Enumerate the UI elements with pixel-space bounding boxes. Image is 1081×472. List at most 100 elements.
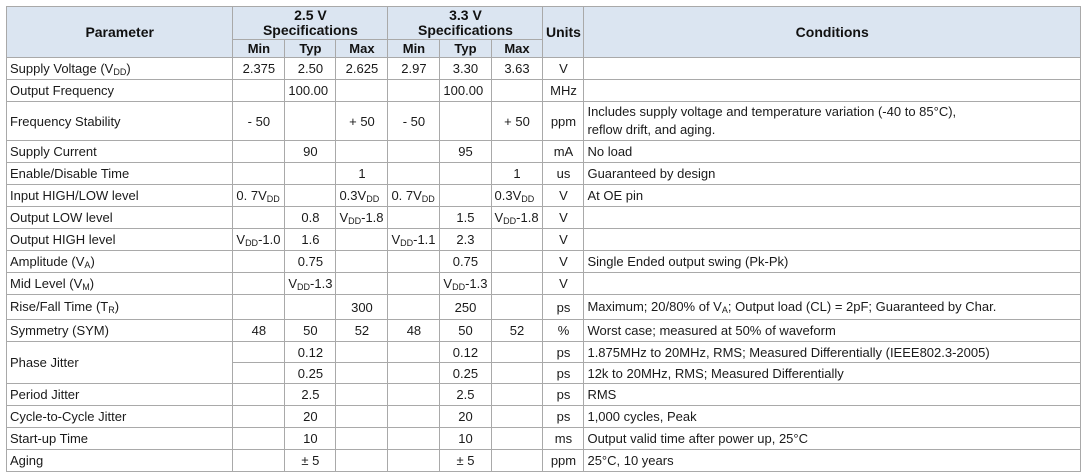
cell-typ: 2.5 [439,383,492,406]
cell-typ: VDD-1.3 [439,272,492,295]
cell-typ: 250 [439,294,492,320]
cell-typ: 0.8 [284,206,337,229]
cell-unit: ps [542,362,585,384]
cell-conditions: 25°C, 10 years [583,449,1081,472]
cell-min [387,162,441,185]
cell-max [335,405,389,428]
cell-min [232,79,286,102]
header-min: Min [232,39,286,58]
header-conditions: Conditions [583,6,1081,58]
cell-max [490,294,544,320]
cell-min: VDD-1.1 [387,228,441,251]
cell-min: 48 [387,319,441,342]
cell-min: 0. 7VDD [387,184,441,207]
cell-max [490,228,544,251]
cell-conditions: No load [583,140,1081,163]
table-row: Supply Voltage (VDD) 2.375 2.50 2.625 2.… [5,57,1081,80]
cell-max [490,79,544,102]
cell-max [335,140,389,163]
cell-typ [439,162,492,185]
param-name: Aging [5,449,234,472]
cell-typ: 0.75 [284,250,337,273]
cell-typ: 90 [284,140,337,163]
cell-unit: us [542,162,585,185]
param-name: Enable/Disable Time [5,162,234,185]
cell-min [387,272,441,295]
cell-min [232,362,286,384]
cell-max: 1 [335,162,389,185]
cell-typ: 1.5 [439,206,492,229]
cell-conditions: Maximum; 20/80% of VA; Output load (CL) … [583,294,1081,320]
table-row: Start-up Time 10 10 ms Output valid time… [5,427,1081,450]
cell-unit: MHz [542,79,585,102]
header-max: Max [335,39,389,58]
cell-min [387,405,441,428]
cell-typ: 50 [284,319,337,342]
cell-conditions [583,206,1081,229]
cell-typ: 95 [439,140,492,163]
cell-unit: mA [542,140,585,163]
cell-conditions: Guaranteed by design [583,162,1081,185]
cell-max: 52 [335,319,389,342]
table-row: Input HIGH/LOW level 0. 7VDD 0.3VDD 0. 7… [5,184,1081,207]
cell-max [490,449,544,472]
cell-min [387,206,441,229]
header-max: Max [490,39,544,58]
table-row: Output LOW level 0.8 VDD-1.8 1.5 VDD-1.8… [5,206,1081,229]
cell-conditions: 12k to 20MHz, RMS; Measured Differential… [583,362,1081,384]
cell-max: 1 [490,162,544,185]
cell-typ: 2.3 [439,228,492,251]
cell-min: VDD-1.0 [232,228,286,251]
table-row: 0.25 0.25 ps 12k to 20MHz, RMS; Measured… [7,362,1081,384]
cell-unit: V [542,272,585,295]
cell-unit: ps [542,383,585,406]
cell-typ: 0.25 [284,362,337,384]
cell-conditions: At OE pin [583,184,1081,207]
cell-unit: ps [542,294,585,320]
cell-conditions: Output valid time after power up, 25°C [583,427,1081,450]
cell-min [387,449,441,472]
header-min: Min [387,39,441,58]
cell-typ: 20 [439,405,492,428]
cell-unit: % [542,319,585,342]
cell-min [232,427,286,450]
cell-min [232,250,286,273]
cell-typ: 10 [439,427,492,450]
cell-typ: VDD-1.3 [284,272,337,295]
cell-conditions: 1.875MHz to 20MHz, RMS; Measured Differe… [583,341,1081,363]
param-name: Cycle-to-Cycle Jitter [5,405,234,428]
cell-max [335,272,389,295]
cell-typ: 2.5 [284,383,337,406]
cell-unit: ps [542,405,585,428]
cell-max: 3.63 [490,57,544,80]
param-name: Output Frequency [5,79,234,102]
cell-max [490,383,544,406]
cell-conditions [583,272,1081,295]
cell-max [490,272,544,295]
cell-typ: 0.12 [439,341,492,363]
table-row: Supply Current 90 95 mA No load [5,140,1081,163]
cell-conditions: 1,000 cycles, Peak [583,405,1081,428]
cell-min [232,294,286,320]
table-row: Enable/Disable Time 1 1 us Guaranteed by… [5,162,1081,185]
cell-max [490,341,544,363]
table-row: Mid Level (VM) VDD-1.3 VDD-1.3 V [5,272,1081,295]
cell-unit: ms [542,427,585,450]
cell-typ [439,184,492,207]
cell-typ [284,162,337,185]
cell-min [232,272,286,295]
table-row: Rise/Fall Time (TR) 300 250 ps Maximum; … [5,294,1081,320]
table-row: Symmetry (SYM) 48 50 52 48 50 52 % Worst… [5,319,1081,342]
cell-max [335,228,389,251]
cell-max [490,362,544,384]
cell-max [335,341,389,363]
cell-min [232,206,286,229]
cell-conditions [583,57,1081,80]
cell-min [232,405,286,428]
table-row: Aging ± 5 ± 5 ppm 25°C, 10 years [5,449,1081,472]
cell-unit: V [542,228,585,251]
cell-unit: V [542,184,585,207]
cell-unit: ps [542,341,585,363]
header-parameter: Parameter [5,6,234,58]
cell-typ: 2.50 [284,57,337,80]
